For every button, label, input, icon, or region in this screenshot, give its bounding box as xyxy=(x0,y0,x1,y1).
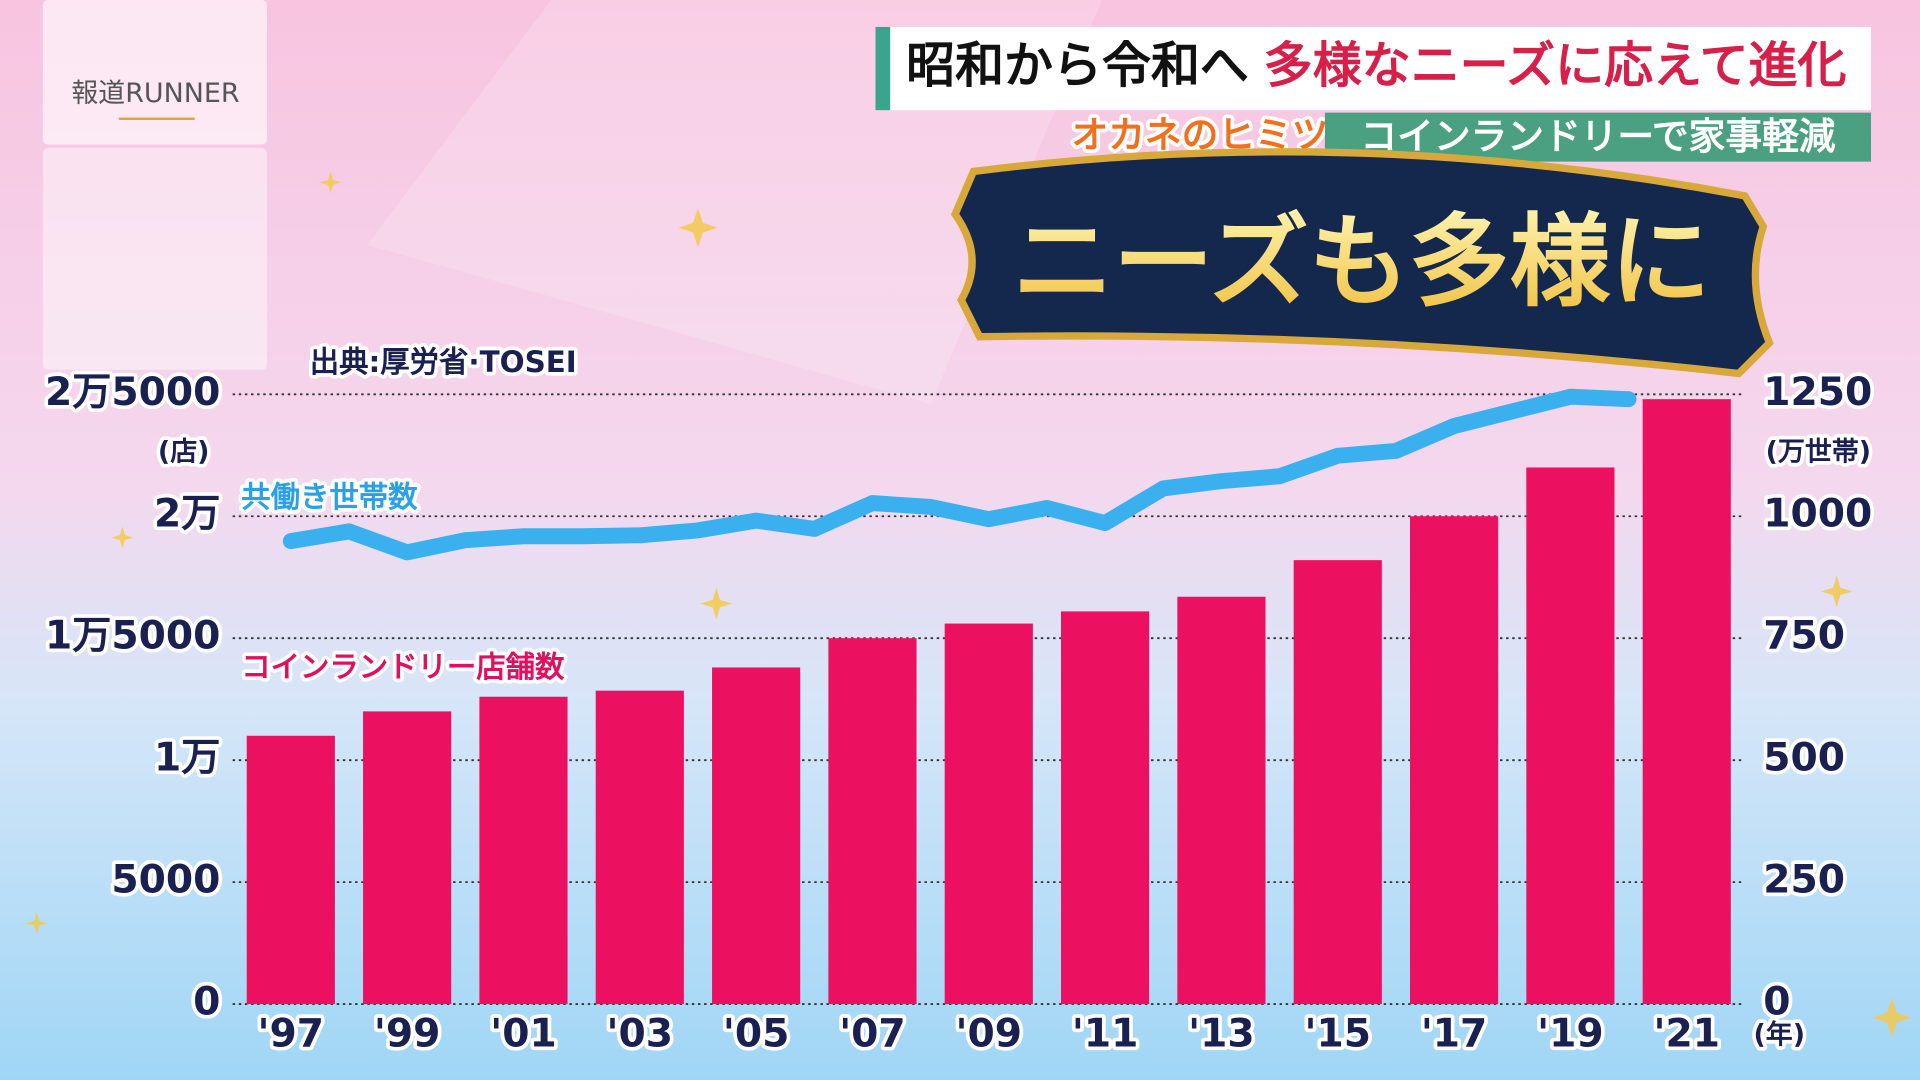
x-tick-label: '21 xyxy=(1653,1011,1720,1056)
y2-tick-label: 1250 xyxy=(1763,370,1872,415)
x-tick-label: '17 xyxy=(1421,1011,1488,1056)
y2-tick-label: 750 xyxy=(1763,614,1845,659)
y2-tick-label: 250 xyxy=(1763,858,1845,903)
y-tick-label: 2万 xyxy=(154,492,220,537)
y2-tick-label: 0 xyxy=(1763,980,1790,1025)
x-tick-label: '11 xyxy=(1072,1011,1139,1056)
title-main: 多様なニーズに応えて進化 xyxy=(1264,37,1847,94)
bar xyxy=(1410,516,1499,1005)
x-tick-label: '01 xyxy=(490,1011,557,1056)
title-lead: 昭和から令和へ xyxy=(906,37,1249,94)
bar xyxy=(828,638,917,1005)
logo-panel xyxy=(42,0,267,145)
bar xyxy=(1061,611,1150,1005)
title-stripe xyxy=(875,26,891,111)
banner-text: ニーズも多様に xyxy=(1013,204,1711,321)
y2-tick-label: 1000 xyxy=(1763,492,1872,537)
logo-underline xyxy=(118,117,195,120)
y-tick-label: 1万 xyxy=(154,736,220,781)
y-tick-label: 5000 xyxy=(111,858,220,903)
bar xyxy=(1642,399,1731,1005)
x-tick-label: '13 xyxy=(1188,1011,1255,1056)
x-tick-label: '19 xyxy=(1537,1011,1604,1056)
title-bar xyxy=(875,26,1872,111)
source: 出典:厚労省·TOSEI xyxy=(310,345,577,379)
legend-line: 共働き世帯数 xyxy=(241,480,418,514)
bar xyxy=(944,623,1033,1005)
sparkles xyxy=(25,171,1912,1038)
x-tick-label: '99 xyxy=(374,1011,441,1056)
y2-tick-label: 500 xyxy=(1763,736,1845,781)
y-tick-label: 1万5000 xyxy=(45,614,220,659)
bar xyxy=(1177,596,1266,1005)
bar xyxy=(712,667,801,1005)
x-unit: (年) xyxy=(1753,1018,1805,1050)
bar xyxy=(595,690,684,1005)
logo-panel xyxy=(42,148,267,370)
x-tick-label: '03 xyxy=(607,1011,674,1056)
x-tick-label: '07 xyxy=(839,1011,906,1056)
bar xyxy=(1293,560,1382,1005)
y2-unit: (万世帯) xyxy=(1766,436,1871,468)
bar xyxy=(363,711,452,1005)
bar xyxy=(246,735,335,1005)
subtitle: コインランドリーで家事軽減 xyxy=(1360,115,1835,158)
x-tick-label: '15 xyxy=(1304,1011,1371,1056)
x-tick-label: '97 xyxy=(258,1011,325,1056)
x-tick-label: '05 xyxy=(723,1011,790,1056)
y-tick-label: 0 xyxy=(193,980,220,1025)
logo: 報道RUNNER xyxy=(71,78,239,109)
legend-bar: コインランドリー店舗数 xyxy=(241,650,565,684)
bar xyxy=(1526,467,1615,1005)
banner xyxy=(950,148,1774,378)
line xyxy=(282,388,1637,561)
bar xyxy=(479,696,568,1005)
y-tick-label: 2万5000 xyxy=(45,370,220,415)
y-unit: (店) xyxy=(158,437,210,468)
x-tick-label: '09 xyxy=(956,1011,1023,1056)
